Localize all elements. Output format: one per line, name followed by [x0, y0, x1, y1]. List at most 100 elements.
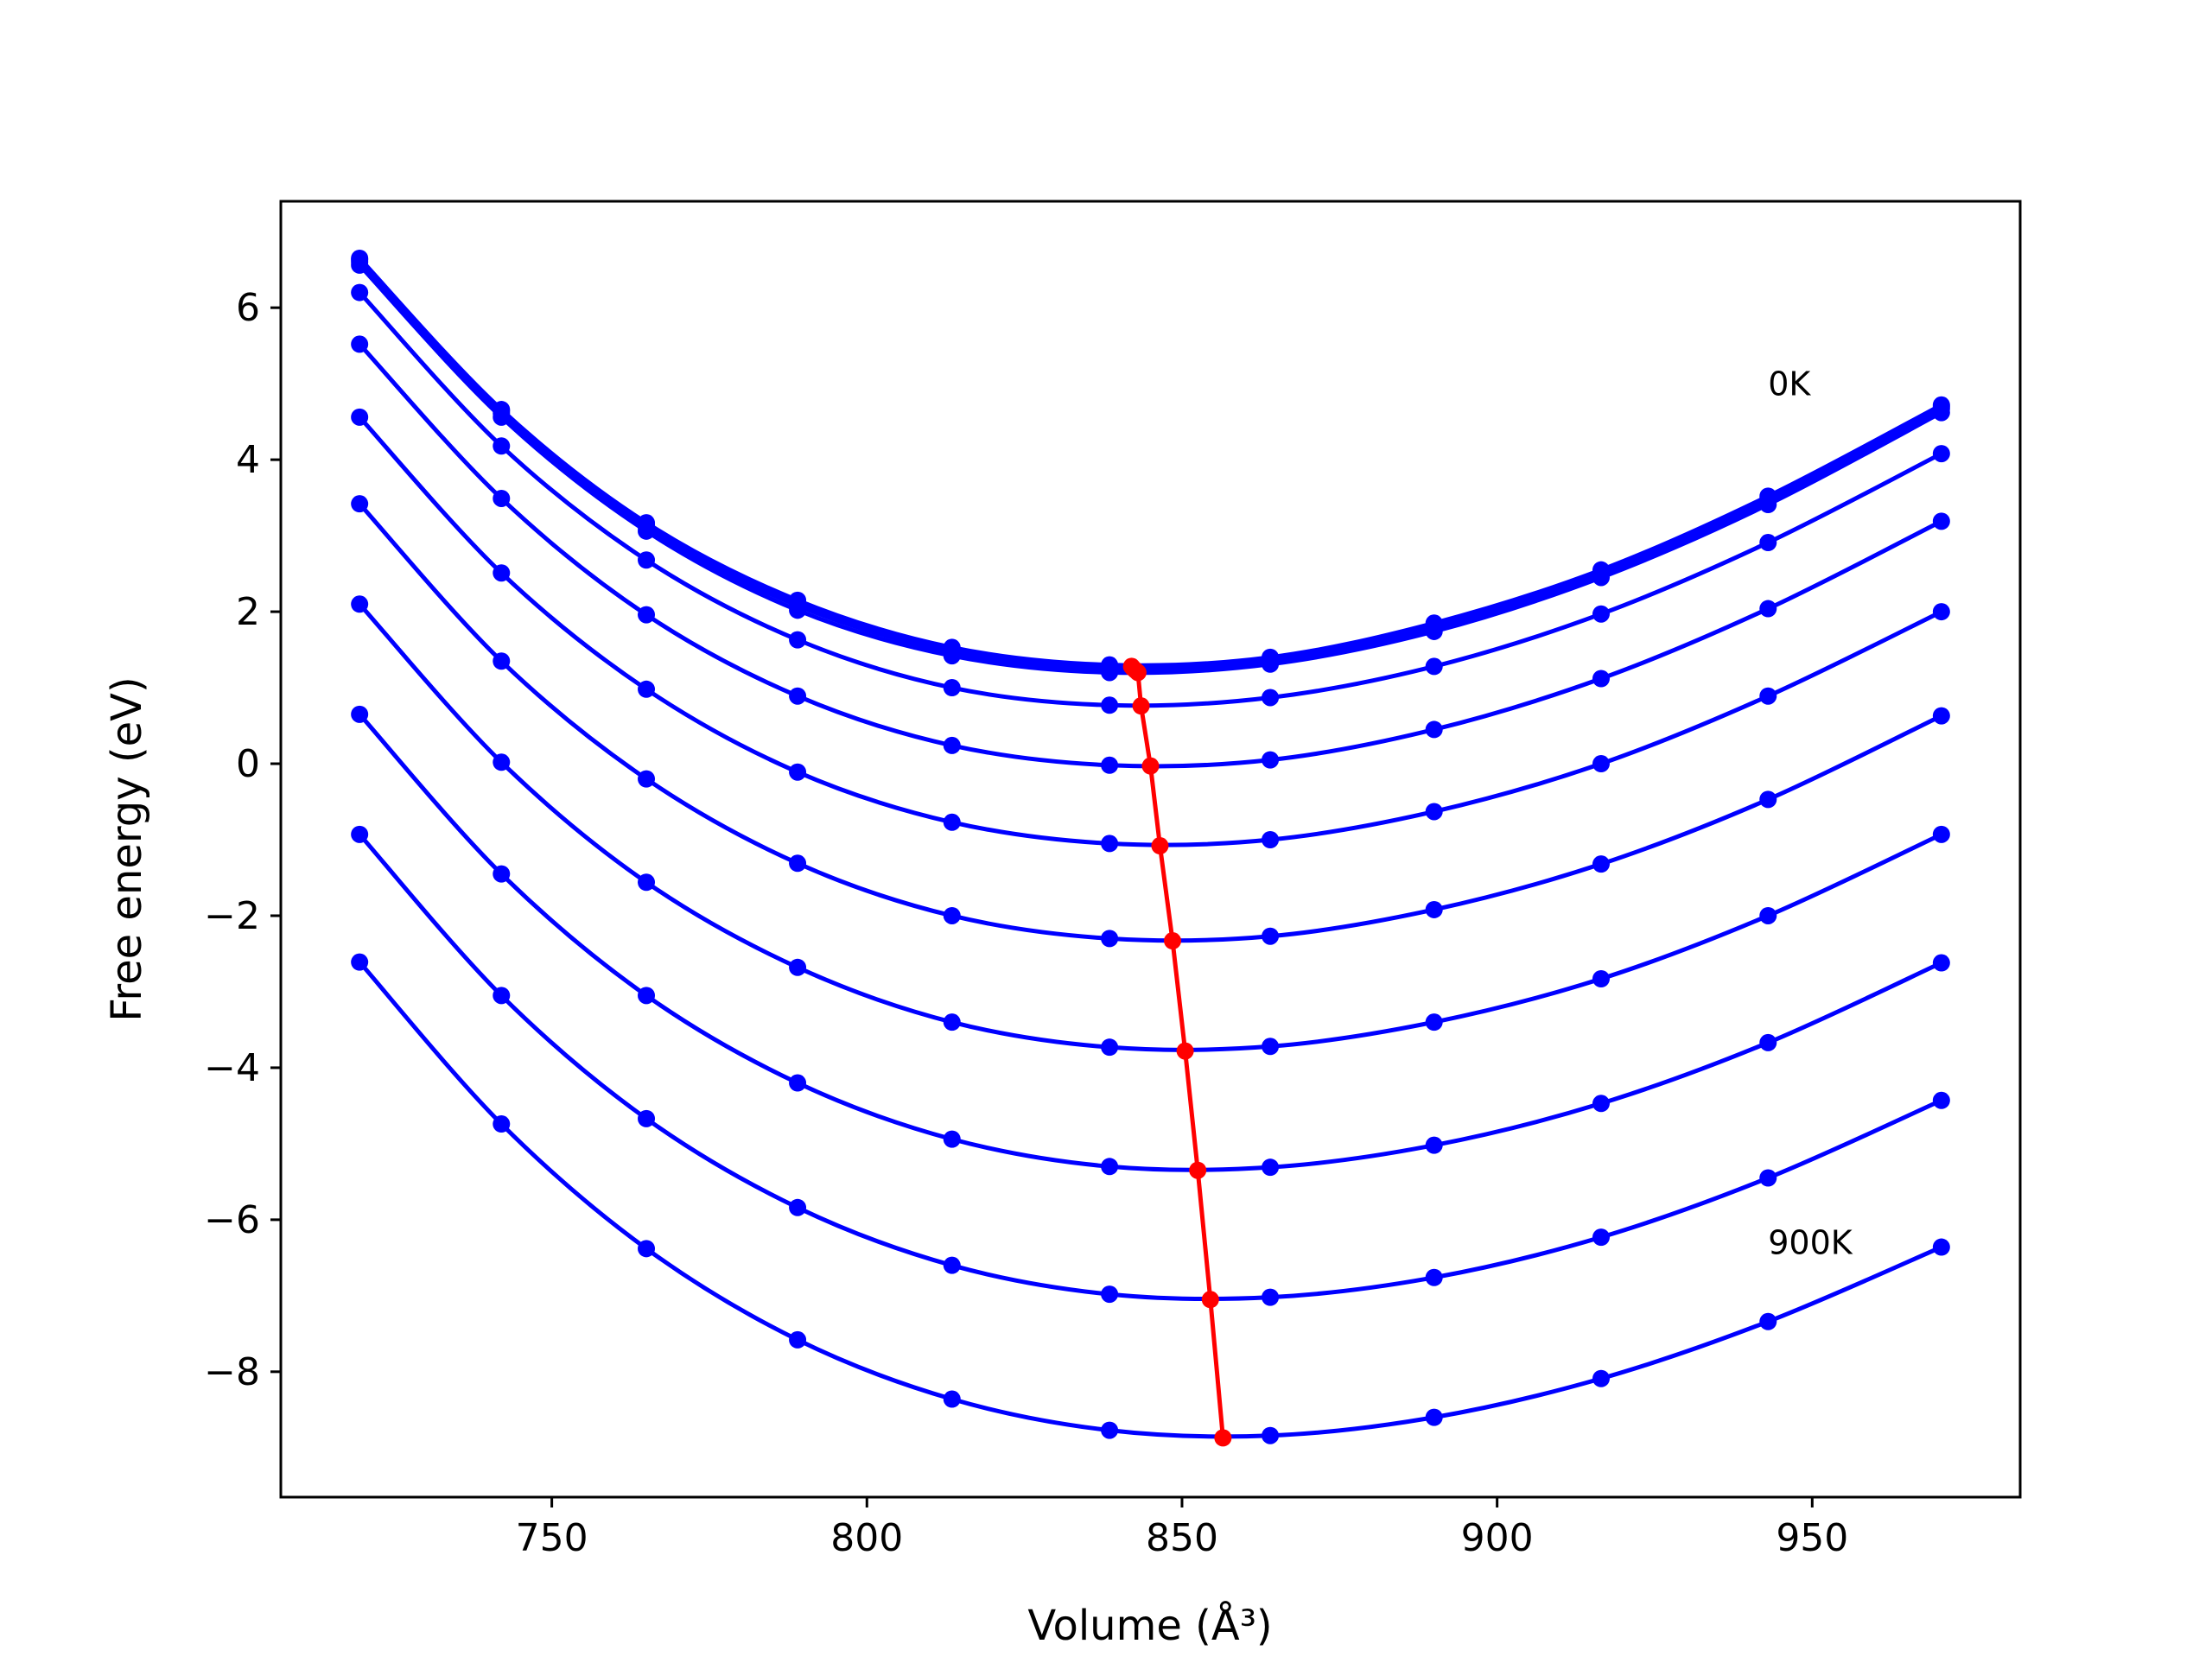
y-tick-label: −2	[204, 894, 260, 938]
data-point	[1101, 930, 1119, 948]
data-point	[493, 1115, 511, 1133]
data-point	[1425, 622, 1443, 640]
data-point	[638, 987, 656, 1005]
data-point	[943, 1130, 961, 1148]
data-point	[638, 1109, 656, 1127]
minima-point	[1141, 757, 1160, 775]
data-point	[1262, 1158, 1280, 1177]
data-point	[1932, 1238, 1950, 1256]
data-point	[1425, 900, 1443, 918]
temperature-annotation: 900K	[1768, 1223, 1853, 1261]
series-7	[351, 495, 1950, 948]
annotation-layer: 0K 900K	[1768, 365, 1853, 1261]
data-point	[789, 687, 807, 705]
data-point	[638, 1240, 656, 1258]
data-point	[1592, 1369, 1610, 1387]
data-point	[638, 551, 656, 569]
x-tick-label: 900	[1461, 1516, 1534, 1560]
data-point	[1759, 790, 1777, 809]
data-point	[1262, 927, 1280, 945]
minima-point	[1128, 663, 1147, 682]
data-point	[493, 489, 511, 507]
minima-point	[1132, 697, 1150, 715]
data-point	[1759, 906, 1777, 924]
x-tick-label: 850	[1146, 1516, 1218, 1560]
data-point	[1932, 603, 1950, 621]
data-point	[943, 1256, 961, 1274]
x-tick-label: 750	[516, 1516, 588, 1560]
data-point	[943, 679, 961, 697]
data-point	[493, 564, 511, 582]
data-point	[1101, 1038, 1119, 1057]
data-point	[493, 753, 511, 771]
data-point	[638, 873, 656, 892]
data-point	[351, 408, 369, 426]
data-point	[638, 680, 656, 698]
minima-point	[1151, 837, 1169, 855]
data-point	[1932, 1091, 1950, 1109]
data-point	[789, 1074, 807, 1092]
data-point	[1101, 1285, 1119, 1304]
data-point	[1592, 855, 1610, 873]
data-point	[1932, 445, 1950, 463]
y-axis-ticks: 6 4 2 0 −2 −4 −6 −8	[204, 286, 281, 1394]
series-layer	[351, 249, 1950, 1444]
data-point	[1592, 970, 1610, 987]
series-8	[351, 595, 1950, 1057]
y-axis-label: Free energy (eV)	[103, 676, 151, 1021]
data-point	[1592, 1095, 1610, 1113]
data-point	[789, 1198, 807, 1216]
series-6	[351, 408, 1950, 853]
data-point	[351, 335, 369, 353]
y-tick-label: 2	[236, 590, 260, 634]
data-point	[1262, 1426, 1280, 1444]
data-point	[789, 854, 807, 873]
data-point	[1101, 696, 1119, 714]
data-point	[1425, 1408, 1443, 1426]
data-point	[943, 1013, 961, 1031]
data-point	[943, 906, 961, 924]
data-point	[1592, 568, 1610, 587]
data-point	[1101, 835, 1119, 853]
data-point	[1592, 670, 1610, 688]
x-axis-label: Volume (Å³)	[1027, 1601, 1272, 1650]
minima-layer	[1122, 657, 1232, 1447]
data-point	[1759, 687, 1777, 705]
data-point	[351, 953, 369, 971]
data-point	[1101, 663, 1119, 682]
data-point	[1262, 1038, 1280, 1056]
data-point	[1932, 707, 1950, 725]
data-point	[1262, 831, 1280, 849]
y-tick-label: 0	[236, 742, 260, 786]
series-10	[351, 825, 1950, 1306]
data-point	[789, 601, 807, 619]
x-tick-label: 950	[1776, 1516, 1848, 1560]
temperature-annotation: 0K	[1768, 365, 1811, 403]
data-point	[1425, 1013, 1443, 1031]
data-point	[1262, 751, 1280, 769]
data-point	[1932, 512, 1950, 530]
data-point	[1425, 803, 1443, 821]
data-point	[789, 763, 807, 781]
plot-frame	[279, 200, 2022, 1499]
minima-point	[1189, 1161, 1207, 1179]
data-point	[1932, 825, 1950, 843]
data-point	[1425, 1136, 1443, 1154]
data-point	[1759, 534, 1777, 552]
y-tick-label: −8	[204, 1350, 260, 1394]
data-point	[1425, 1268, 1443, 1286]
data-point	[943, 647, 961, 665]
data-point	[1425, 657, 1443, 676]
data-point	[789, 631, 807, 649]
y-tick-label: 4	[236, 438, 260, 482]
data-point	[943, 1390, 961, 1408]
series-5	[351, 335, 1950, 774]
series-9	[351, 705, 1950, 1177]
data-point	[638, 770, 656, 788]
minima-point	[1176, 1042, 1194, 1060]
data-point	[493, 652, 511, 670]
series-3	[351, 256, 1950, 682]
data-point	[943, 736, 961, 754]
